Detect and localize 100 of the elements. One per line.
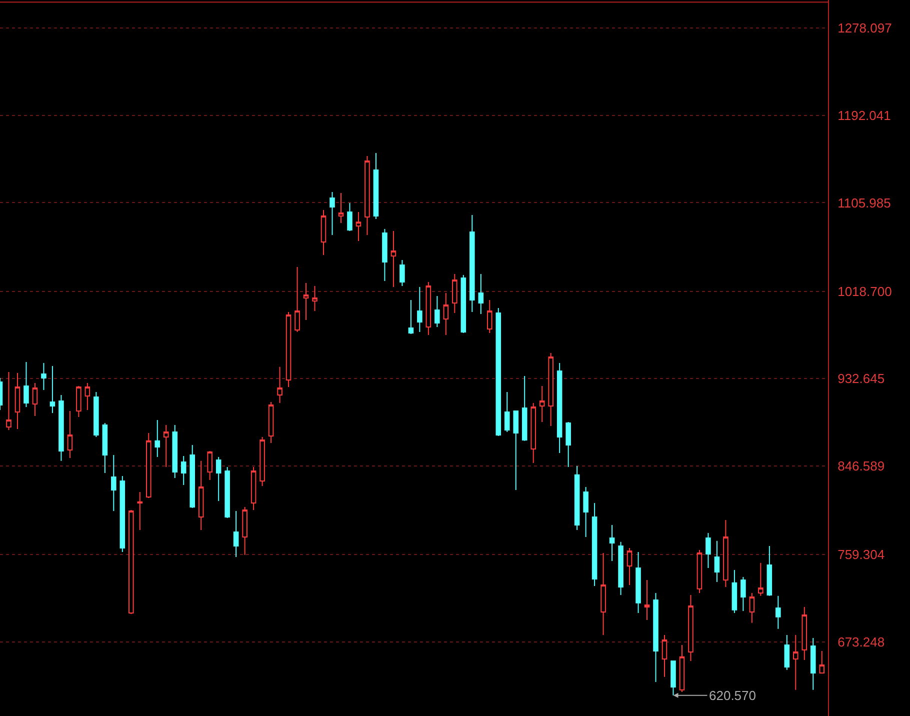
candlestick — [426, 281, 432, 336]
candlestick — [810, 637, 816, 690]
candlestick — [312, 286, 318, 312]
candlestick — [14, 372, 20, 430]
candlestick — [793, 634, 798, 690]
y-tick-label: 1105.985 — [838, 195, 891, 210]
candlestick — [740, 576, 746, 612]
candlestick — [618, 541, 624, 596]
candlestick — [180, 455, 186, 486]
candlestick — [688, 594, 694, 662]
candlestick — [819, 650, 825, 674]
candlestick — [434, 295, 440, 328]
candlestick — [373, 152, 379, 220]
candlestick — [706, 532, 711, 569]
candlestick — [303, 282, 309, 321]
candlestick — [198, 460, 204, 530]
candlestick — [250, 466, 256, 510]
candlestick — [94, 392, 99, 438]
y-tick-label: 1278.097 — [838, 20, 892, 36]
candlestick — [207, 450, 212, 481]
candlestick — [802, 606, 808, 660]
candlestick — [294, 266, 300, 333]
candlestick — [286, 312, 292, 388]
candlestick — [478, 274, 484, 315]
y-tick-label: 1192.041 — [838, 108, 891, 123]
candlestick — [146, 432, 152, 498]
candlestick — [24, 361, 29, 408]
candlestick — [224, 466, 230, 518]
candlestick — [356, 212, 362, 242]
candlestick — [662, 634, 668, 678]
candlestick — [766, 545, 772, 596]
candlestick — [496, 307, 502, 436]
candlestick — [723, 520, 728, 588]
candlestick — [556, 362, 562, 454]
candlestick — [600, 552, 606, 636]
candlestick — [216, 456, 222, 502]
candlestick — [452, 274, 458, 314]
candlestick — [76, 386, 82, 418]
candlestick — [574, 466, 580, 530]
candlestick — [776, 595, 781, 630]
y-tick-label: 846.589 — [838, 458, 885, 474]
candlestick — [128, 509, 134, 614]
candlestick — [460, 274, 466, 334]
candlestick — [408, 299, 414, 335]
candlestick — [172, 424, 178, 478]
candlestick — [548, 352, 554, 427]
candlestick — [84, 382, 90, 410]
candlestick — [120, 475, 126, 552]
candlestick — [530, 402, 536, 464]
candlestick — [260, 436, 265, 486]
candlestick — [111, 454, 116, 512]
candlestick — [347, 202, 352, 232]
candlestick — [6, 372, 12, 430]
candlestick — [749, 592, 755, 624]
candlestick — [102, 422, 108, 474]
candlestick — [644, 579, 650, 620]
candlestick — [190, 444, 195, 509]
candlestick — [784, 634, 790, 670]
candlestick — [714, 540, 720, 583]
candlestick — [400, 259, 405, 287]
candlestick — [592, 502, 598, 586]
candlestick — [566, 422, 571, 468]
candlestick — [382, 228, 388, 282]
candlestick — [154, 420, 160, 458]
candlestick — [233, 510, 239, 558]
y-tick-label: 932.645 — [838, 371, 885, 386]
y-tick-label: 759.304 — [838, 547, 885, 562]
candlestick — [443, 292, 449, 336]
candlestick — [338, 192, 344, 224]
candlestick — [504, 392, 510, 432]
candlestick — [390, 230, 396, 288]
candlestick — [32, 382, 38, 416]
candlestick — [330, 192, 335, 236]
candlestick — [364, 156, 370, 236]
y-tick-label: 1018.700 — [838, 284, 892, 299]
candlestick — [417, 286, 422, 333]
candlestick — [67, 410, 73, 458]
candlestick — [242, 506, 248, 556]
candlestick — [583, 486, 588, 538]
candlestick — [470, 214, 475, 313]
candlestick — [137, 491, 143, 530]
candlestick — [522, 375, 528, 442]
candlestick — [539, 386, 545, 423]
candlestick — [268, 401, 274, 444]
candlestick — [626, 548, 632, 586]
candlestick — [696, 549, 702, 594]
candlestick — [513, 410, 518, 490]
candlestick — [486, 299, 492, 334]
candlestick — [50, 366, 56, 414]
candlestick — [320, 210, 326, 256]
candlestick — [758, 562, 764, 596]
candlestick — [609, 524, 615, 562]
y-tick-label: 673.248 — [838, 634, 885, 650]
candlestick — [41, 362, 46, 390]
candlestick — [58, 394, 64, 462]
candlestick — [653, 592, 658, 682]
candlestick — [732, 569, 738, 614]
candlestick — [163, 424, 169, 468]
candlestick — [636, 551, 641, 614]
annotation: 620.570 — [709, 688, 756, 703]
